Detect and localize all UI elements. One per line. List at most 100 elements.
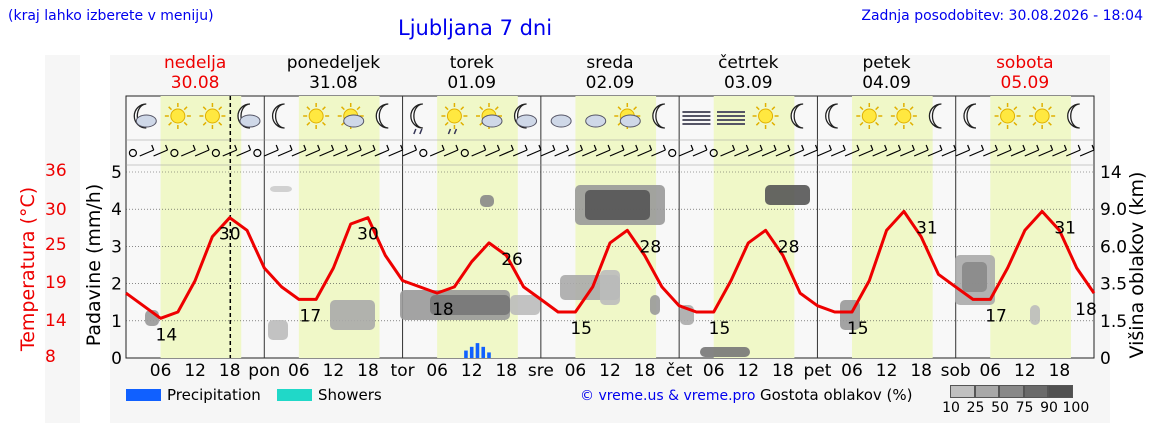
sun-icon: [303, 103, 330, 129]
sun-disc: [758, 108, 774, 124]
sun-ray: [306, 121, 311, 126]
x-tick-label: 18: [219, 361, 241, 381]
temperature-label: 17: [300, 306, 322, 326]
wind-barb-flag: [372, 144, 376, 151]
sun-disc: [204, 108, 220, 124]
wind-barb: [471, 149, 486, 157]
credit-link[interactable]: © vreme.us & vreme.pro: [580, 388, 756, 404]
wind-barb-flag: [925, 144, 929, 151]
sun-icon: [1029, 103, 1056, 129]
cloud-density-blob: [700, 347, 750, 357]
wind-barb-flag: [1050, 144, 1054, 151]
daytime-band: [575, 96, 657, 358]
wind-barb-flag: [911, 144, 915, 151]
moon-shape: [410, 103, 423, 129]
temperature-label: 31: [916, 218, 938, 238]
cloud-shape: [585, 114, 607, 128]
wind-barb-flag: [317, 144, 321, 151]
x-tick-label: 06: [426, 361, 448, 381]
temp-tick-label: 14: [45, 311, 67, 331]
sun-ray: [1032, 121, 1037, 126]
cloud-shape: [343, 114, 365, 128]
sun-ray: [494, 106, 499, 111]
day-name: sobota: [996, 53, 1054, 73]
wind-barb: [443, 149, 459, 157]
wind-barb-flag: [842, 144, 846, 151]
precipitation-swatch: [126, 389, 161, 401]
wind-barb-flag: [510, 144, 514, 151]
sun-ray: [306, 106, 311, 111]
wind-barb: [526, 149, 542, 157]
wind-barb-flag: [662, 144, 666, 151]
wind-barb-flag: [787, 144, 791, 151]
sun-ray: [1013, 121, 1018, 126]
calm-wind-marker: [709, 148, 718, 158]
sun-disc: [861, 108, 877, 124]
fog-icon: [682, 111, 711, 125]
temperature-label: 28: [778, 237, 800, 257]
wind-barb-flag: [234, 144, 238, 151]
cloud-icon: [550, 114, 572, 128]
wind-barb: [263, 149, 279, 157]
sun-disc: [308, 108, 324, 124]
day-date: 31.08: [309, 73, 358, 93]
daytime-band: [713, 96, 795, 358]
wind-barb: [858, 149, 874, 157]
moon-icon: [963, 103, 977, 129]
x-tick-label: 06: [150, 361, 172, 381]
sun-icon: [199, 103, 226, 129]
precip-tick-label: 3: [111, 237, 122, 257]
calm-wind-marker: [170, 148, 179, 158]
wind-barb-flag: [649, 144, 653, 151]
x-tick-label: 12: [184, 361, 206, 381]
rain-drop: [447, 128, 452, 135]
sun-ray: [875, 121, 880, 126]
cloud-density-blob: [600, 270, 620, 305]
wind-barb: [844, 149, 860, 157]
cloud-height-tick-label: 14: [1100, 163, 1122, 183]
x-tick-label: čet: [666, 361, 693, 381]
temp-tick-label: 30: [45, 200, 67, 220]
moon-shape: [825, 103, 838, 129]
x-tick-label: tor: [391, 361, 415, 381]
moon-cloud-icon: [513, 103, 538, 129]
cloud-density-blob: [268, 320, 288, 340]
x-tick-label: 12: [737, 361, 759, 381]
day-name: ponedeljek: [286, 53, 381, 73]
wind-barb: [291, 149, 307, 157]
sun-ray: [859, 121, 864, 126]
sun-ray: [183, 106, 188, 111]
sun-ray: [460, 106, 465, 111]
sun-ray: [755, 121, 760, 126]
density-scale-label: 25: [966, 400, 985, 416]
wind-barb-flag: [994, 144, 998, 151]
wind-barb: [623, 149, 638, 157]
wind-barb: [346, 149, 362, 157]
wind-barb-flag: [731, 144, 736, 151]
sun-icon: [752, 103, 779, 129]
sun-ray: [218, 106, 223, 111]
precipitation-bar: [481, 346, 486, 358]
wind-barb: [429, 149, 445, 157]
wind-barb-flag: [413, 144, 418, 151]
x-tick-label: 18: [1049, 361, 1071, 381]
wind-barb-flag: [759, 144, 763, 151]
temp-tick-label: 8: [45, 347, 56, 367]
wind-barb: [1038, 149, 1053, 157]
wind-barb: [305, 149, 320, 157]
temperature-label: 18: [1075, 300, 1097, 320]
temp-tick-label: 25: [45, 235, 67, 255]
wind-barb: [941, 149, 957, 157]
precipitation-bar: [469, 346, 474, 358]
temp-tick-label: 19: [45, 273, 67, 293]
sun-icon: [994, 103, 1021, 129]
cloud-axis-title: Višina oblakov (km): [1126, 172, 1148, 359]
precipitation-bar: [487, 352, 491, 358]
precip-tick-label: 0: [111, 349, 122, 369]
wind-barb: [817, 149, 832, 157]
x-tick-label: 18: [357, 361, 379, 381]
wind-barb-flag: [621, 144, 625, 151]
precipitation-bar: [475, 343, 480, 358]
wind-barb-flag: [773, 144, 777, 151]
temperature-label: 15: [847, 319, 869, 339]
